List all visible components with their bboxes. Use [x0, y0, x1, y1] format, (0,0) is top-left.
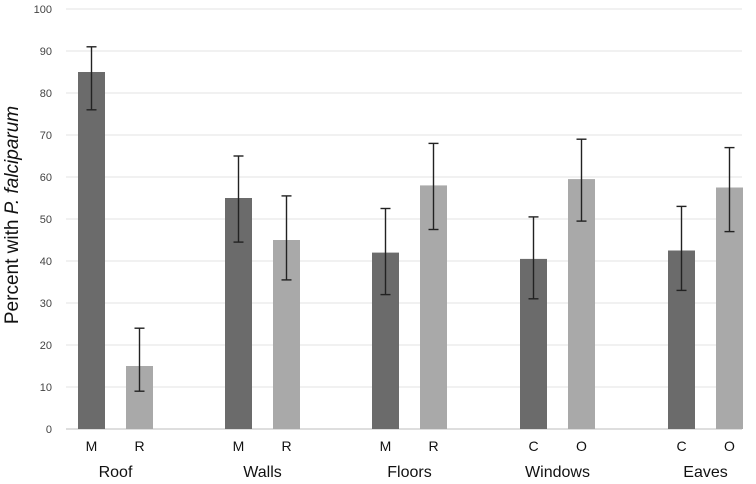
bar-category-label: O	[576, 438, 587, 454]
bar-category-label: C	[528, 438, 538, 454]
y-tick-label: 80	[40, 88, 52, 100]
group-label: Roof	[99, 464, 133, 481]
y-tick-label: 30	[40, 298, 52, 310]
bar-category-label: M	[86, 438, 98, 454]
group-label: Eaves	[683, 464, 727, 481]
bar-category-label: C	[676, 438, 686, 454]
gridlines	[66, 8, 742, 430]
bar-category-label: M	[233, 438, 245, 454]
group-label: Floors	[387, 464, 431, 481]
bar-category-label: R	[134, 438, 144, 454]
y-tick-label: 50	[40, 214, 52, 226]
y-tick-label: 60	[40, 172, 52, 184]
bar-category-label: O	[724, 438, 735, 454]
y-axis-label-prefix: Percent with	[2, 214, 23, 324]
bar-category-label: R	[428, 438, 438, 454]
bar-category-label: R	[281, 438, 291, 454]
y-axis-ticks: 0 10 20 30 40 50 60 70 80 90 100	[34, 4, 52, 436]
y-tick-label: 0	[46, 424, 52, 436]
y-tick-label: 70	[40, 130, 52, 142]
y-tick-label: 40	[40, 256, 52, 268]
y-tick-label: 20	[40, 340, 52, 352]
y-tick-label: 90	[40, 46, 52, 58]
bar-category-label: M	[380, 438, 392, 454]
y-tick-label: 100	[34, 4, 52, 16]
y-axis-label-italic: P. falciparum	[2, 106, 23, 214]
error-bars	[86, 46, 735, 392]
group-label: Walls	[243, 464, 282, 481]
bar	[78, 72, 105, 429]
y-axis-label: Percent with P. falciparum	[2, 106, 23, 324]
group-label: Windows	[525, 464, 590, 481]
bars	[78, 72, 743, 429]
y-tick-label: 10	[40, 382, 52, 394]
